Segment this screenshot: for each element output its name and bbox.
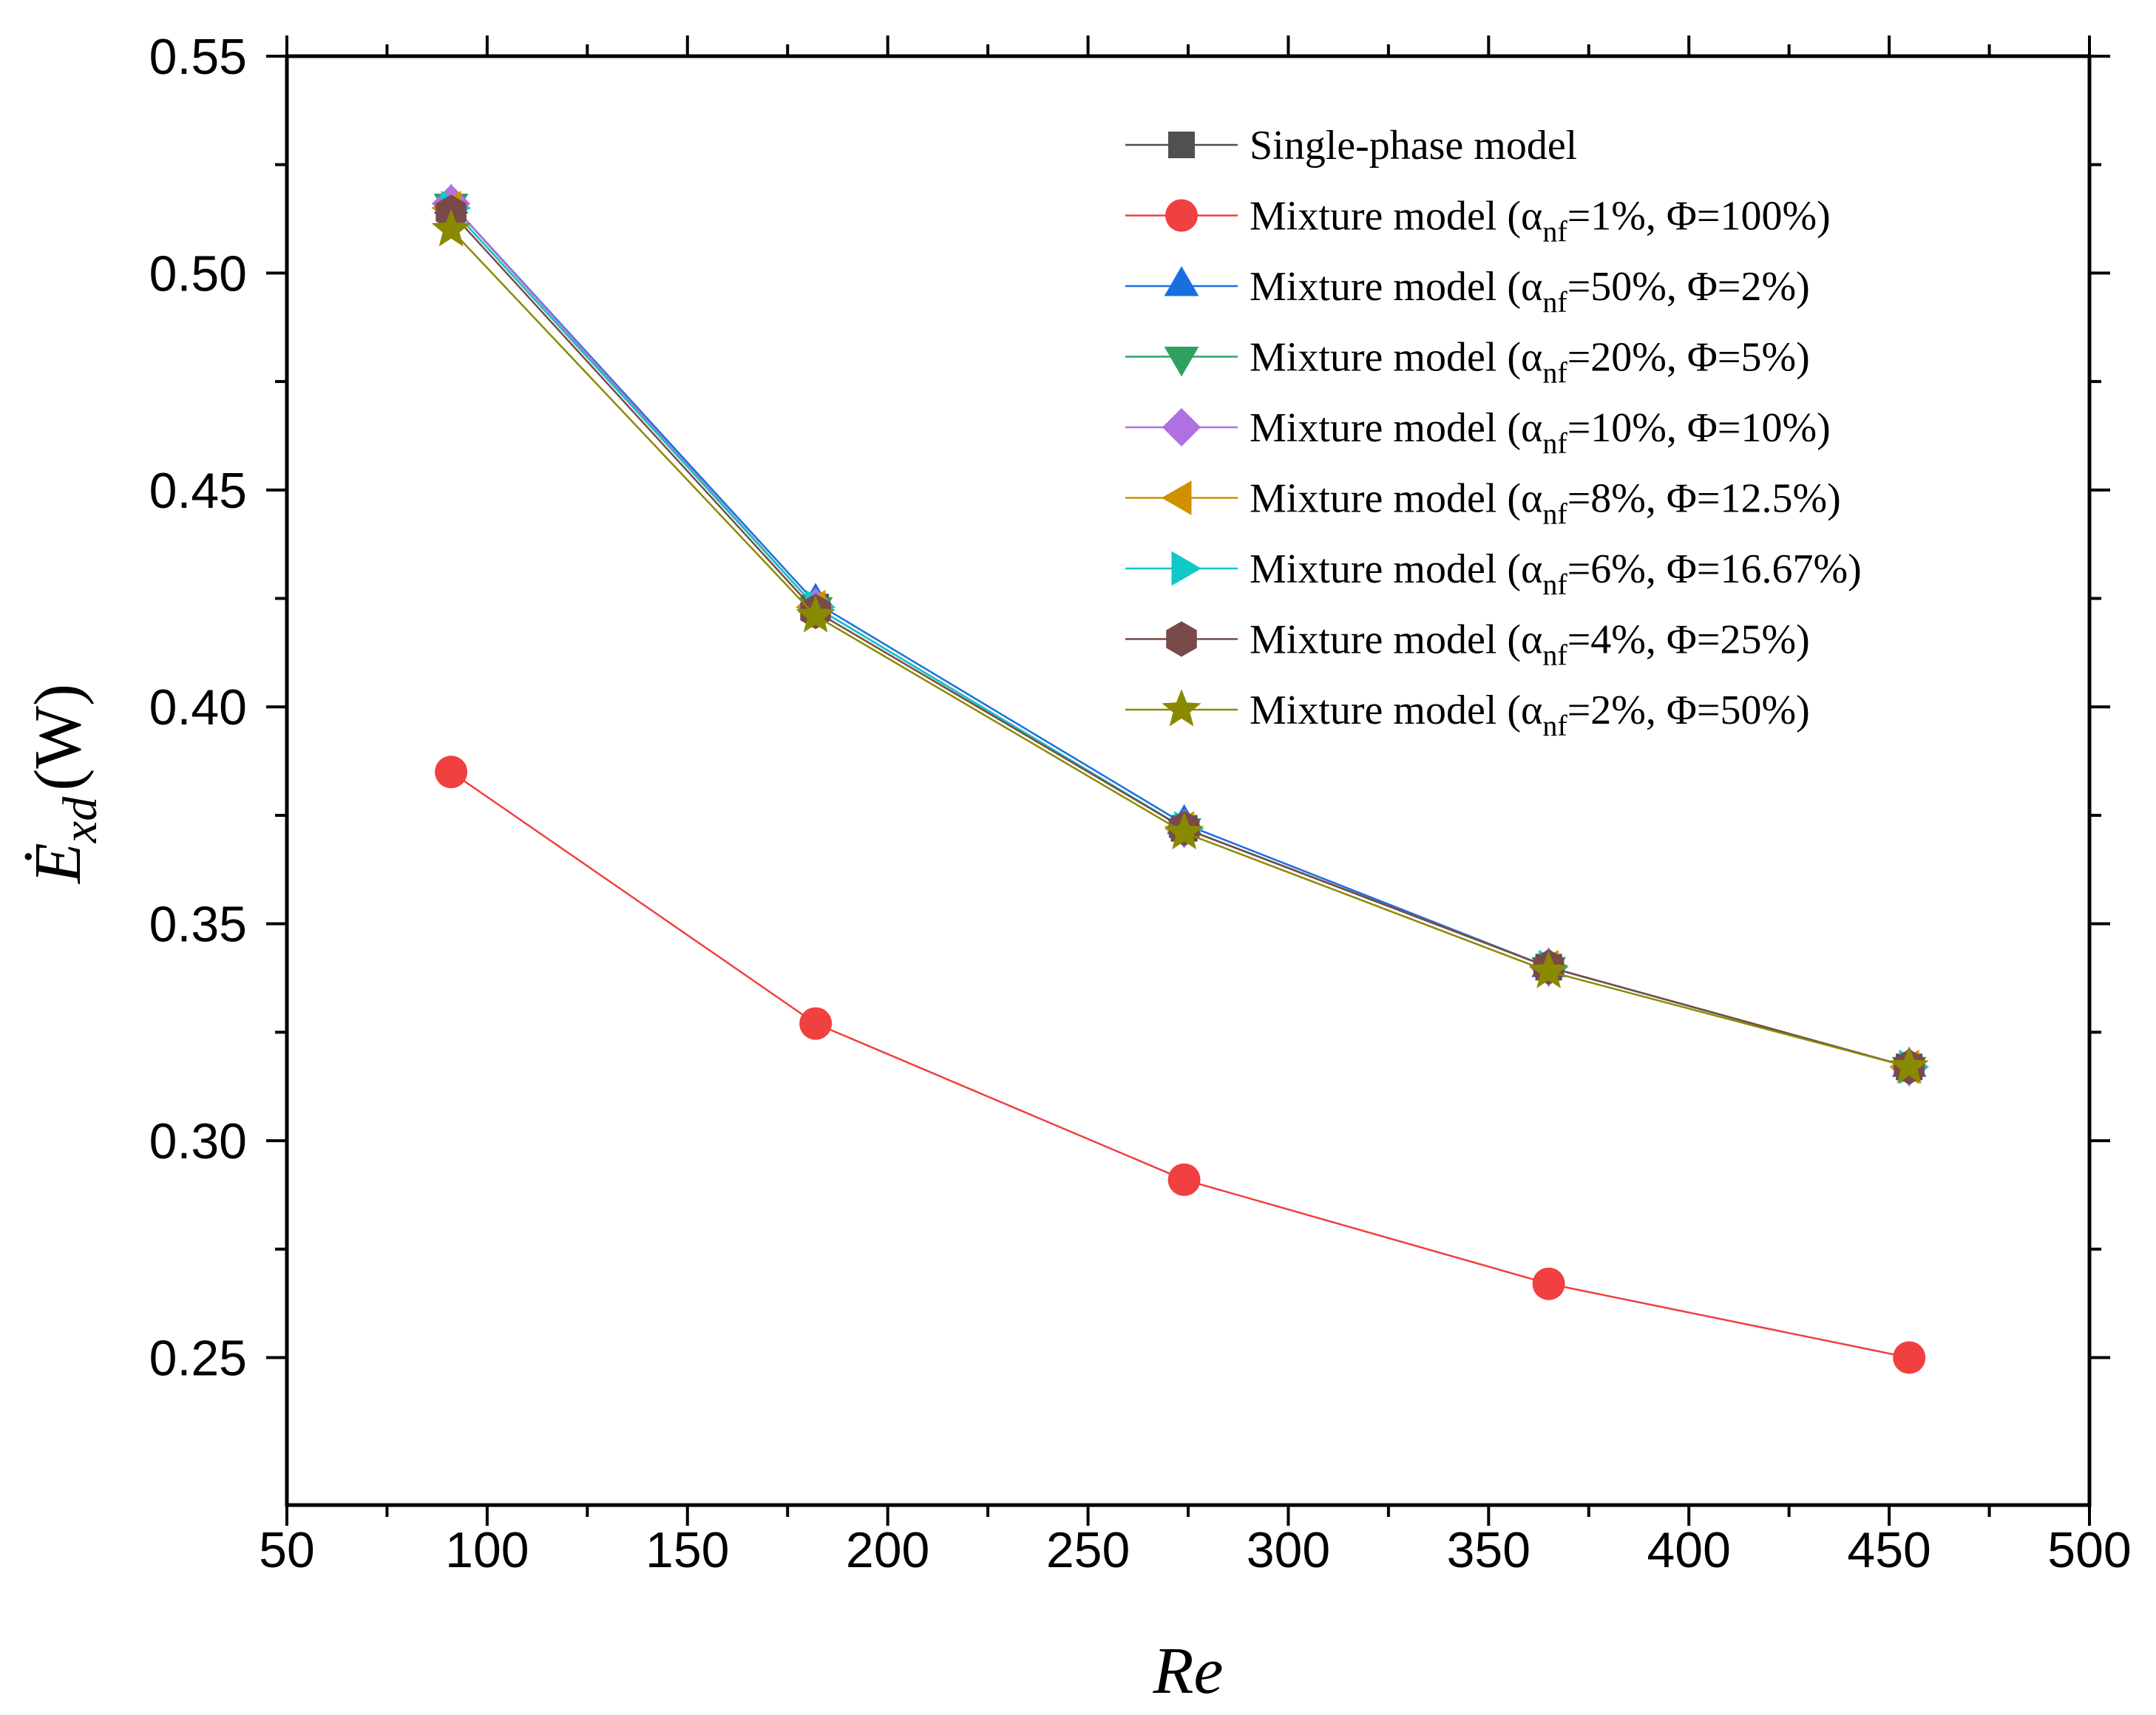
x-tick-label: 50 [259, 1522, 315, 1578]
y-tick-label: 0.55 [149, 29, 247, 85]
legend-label: Mixture model (αnf=8%, Φ=12.5%) [1250, 476, 1841, 531]
series-line [450, 771, 1910, 1359]
x-axis-title: Re [1153, 1634, 1224, 1708]
legend-label: Mixture model (αnf=2%, Φ=50%) [1250, 687, 1810, 742]
legend-item: Mixture model (αnf=20%, Φ=5%) [1125, 335, 1810, 390]
data-point [431, 208, 471, 247]
y-tick-label: 0.30 [149, 1113, 247, 1169]
y-axis-title: Ėxd (W) [21, 684, 107, 885]
legend-item: Mixture model (αnf=6%, Φ=16.67%) [1125, 546, 1862, 601]
x-axis: 50 100 150 200 250 300 350 400 450 500 [259, 35, 2132, 1578]
data-point [1532, 1267, 1565, 1300]
legend-label: Mixture model (αnf=6%, Φ=16.67%) [1250, 546, 1862, 601]
data-point [1528, 951, 1569, 988]
y-axis: 0.25 0.30 0.35 0.40 0.45 0.50 0.55 [149, 29, 2110, 1386]
legend-label: Single-phase model [1250, 123, 1577, 169]
plot-frame [285, 54, 2092, 1507]
x-tick-label: 150 [645, 1522, 729, 1578]
x-tick-label: 100 [445, 1522, 529, 1578]
y-tick-label: 0.50 [149, 245, 247, 302]
series-2 [435, 755, 1926, 1374]
y-tick-label: 0.35 [149, 897, 247, 953]
x-tick-label: 500 [2047, 1522, 2131, 1578]
legend-item: Mixture model (αnf=4%, Φ=25%) [1125, 617, 1810, 672]
x-tick-label: 300 [1247, 1522, 1330, 1578]
legend-label: Mixture model (αnf=20%, Φ=5%) [1250, 335, 1810, 390]
x-tick-label: 400 [1647, 1522, 1730, 1578]
series-9 [431, 208, 1929, 1084]
legend-item: Single-phase model [1125, 123, 1577, 169]
data-point [435, 755, 468, 789]
data-point [1164, 812, 1204, 850]
legend-label: Mixture model (αnf=4%, Φ=25%) [1250, 617, 1810, 672]
legend-label: Mixture model (αnf=1%, Φ=100%) [1250, 194, 1831, 248]
x-tick-label: 250 [1046, 1522, 1130, 1578]
legend-marker [1168, 132, 1195, 158]
legend-item: Mixture model (αnf=10%, Φ=10%) [1125, 405, 1831, 460]
legend-item: Mixture model (αnf=1%, Φ=100%) [1125, 194, 1831, 248]
legend-item: Mixture model (αnf=8%, Φ=12.5%) [1125, 476, 1841, 531]
y-tick-label: 0.45 [149, 463, 247, 519]
legend-marker [1164, 266, 1199, 296]
legend-marker [1164, 347, 1199, 377]
legend-marker [1162, 408, 1201, 446]
y-axis-title-main: Ė [21, 843, 95, 885]
data-point [1889, 1046, 1929, 1084]
data-point [799, 1007, 833, 1040]
y-tick-label: 0.25 [149, 1330, 247, 1386]
y-axis-title-unit: (W) [21, 684, 95, 791]
data-point [1893, 1341, 1926, 1374]
legend-label: Mixture model (αnf=50%, Φ=2%) [1250, 264, 1810, 319]
legend-marker [1166, 621, 1197, 657]
legend: Single-phase model Mixture model (αnf=1%,… [1125, 123, 1862, 742]
legend-label: Mixture model (αnf=10%, Φ=10%) [1250, 405, 1831, 460]
y-tick-label: 0.40 [149, 679, 247, 736]
y-axis-title-sub: xd [53, 796, 107, 843]
legend-marker [1165, 199, 1198, 232]
data-point [796, 595, 835, 633]
x-tick-label: 350 [1447, 1522, 1530, 1578]
legend-item: Mixture model (αnf=2%, Φ=50%) [1125, 687, 1810, 742]
legend-marker [1171, 551, 1201, 586]
legend-marker [1162, 480, 1192, 515]
legend-item: Mixture model (αnf=50%, Φ=2%) [1125, 264, 1810, 319]
x-tick-label: 450 [1847, 1522, 1930, 1578]
series-layer [431, 183, 1930, 1374]
data-point [1167, 1163, 1201, 1196]
x-tick-label: 200 [846, 1522, 929, 1578]
legend-marker [1162, 689, 1201, 727]
